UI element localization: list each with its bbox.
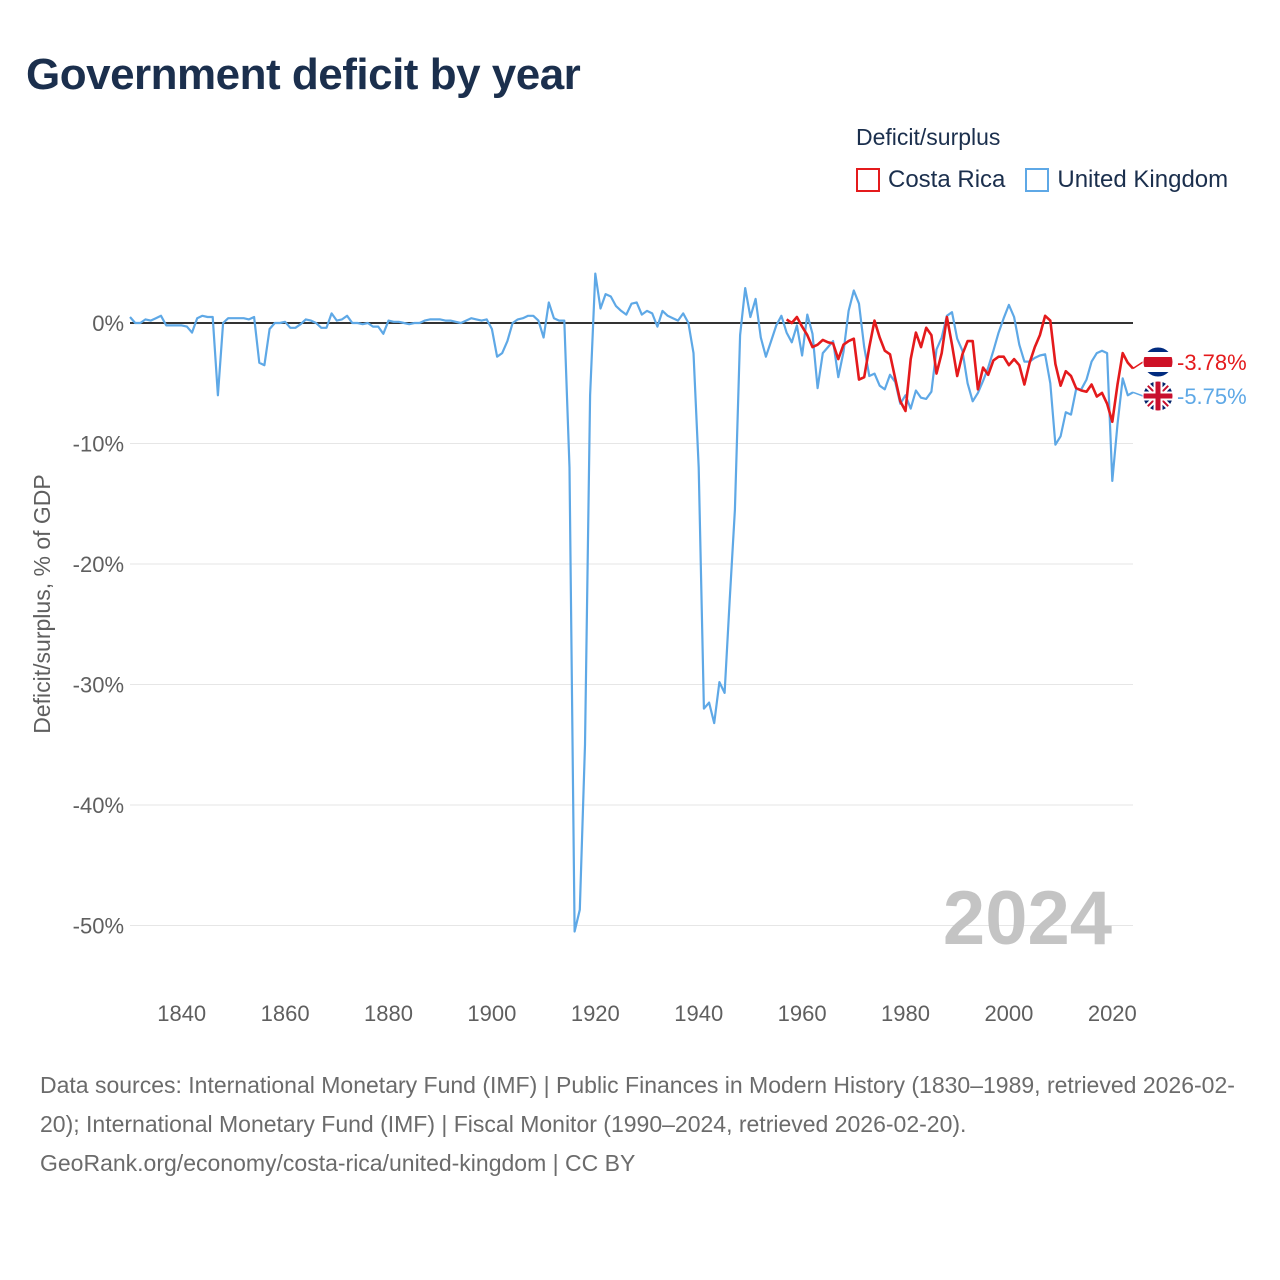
y-tick-label: -40% <box>73 793 124 818</box>
legend-label-united-kingdom: United Kingdom <box>1057 166 1229 193</box>
y-axis-ticks: 0% -10% -20% -30% -40% -50% <box>73 311 124 939</box>
y-tick-label: -20% <box>73 552 124 577</box>
legend-title: Deficit/surplus <box>856 124 1001 150</box>
end-marker-leader-united-kingdom <box>1132 391 1144 397</box>
x-tick-label: 2020 <box>1088 1001 1137 1026</box>
legend-item-costa-rica[interactable]: Costa Rica <box>856 166 1005 194</box>
y-tick-label: -10% <box>73 432 124 457</box>
series-line-united-kingdom[interactable] <box>129 272 1134 933</box>
y-tick-label: 0% <box>92 311 124 336</box>
x-axis-ticks: 1840 1860 1880 1900 1920 1940 1960 1980 2000 2020 <box>157 1001 1137 1026</box>
year-watermark: 2024 <box>943 876 1112 961</box>
end-value-label-united-kingdom: -5.75% <box>1177 384 1247 409</box>
legend-swatch-costa-rica <box>856 168 880 192</box>
end-value-label-costa-rica: -3.78% <box>1177 350 1247 375</box>
united-kingdom-flag-icon <box>1142 380 1174 412</box>
y-tick-label: -30% <box>73 673 124 698</box>
x-tick-label: 1940 <box>674 1001 723 1026</box>
chart-title: Government deficit by year <box>26 50 581 99</box>
line-chart: 0%-10%-20%-30%-40%-50% 1840 1860 1880 1900 1… <box>29 272 1247 1026</box>
grid-lines <box>130 443 1133 926</box>
x-tick-label: 1980 <box>881 1001 930 1026</box>
footer: Data sources: International Monetary Fun… <box>40 1066 1240 1183</box>
legend-item-united-kingdom[interactable]: United Kingdom <box>1025 166 1228 194</box>
series-line-costa-rica[interactable] <box>785 314 1134 424</box>
x-tick-label: 1960 <box>778 1001 827 1026</box>
legend: Costa Rica United Kingdom <box>856 166 1228 194</box>
credit-link[interactable]: GeoRank.org/economy/costa-rica/united-ki… <box>40 1150 636 1176</box>
x-tick-label: 1880 <box>364 1001 413 1026</box>
legend-label-costa-rica: Costa Rica <box>888 166 1006 193</box>
x-tick-label: 1840 <box>157 1001 206 1026</box>
x-tick-label: 1920 <box>571 1001 620 1026</box>
end-marker-leader-costa-rica <box>1132 361 1144 370</box>
x-tick-label: 1860 <box>261 1001 310 1026</box>
x-tick-label: 2000 <box>984 1001 1033 1026</box>
legend-swatch-united-kingdom <box>1025 168 1050 192</box>
x-tick-label: 1900 <box>467 1001 516 1026</box>
y-axis-label: Deficit/surplus, % of GDP <box>29 474 55 733</box>
data-sources-text: Data sources: International Monetary Fun… <box>40 1072 1235 1137</box>
y-tick-label: -50% <box>73 914 124 939</box>
costa-rica-flag-icon <box>1142 346 1174 378</box>
